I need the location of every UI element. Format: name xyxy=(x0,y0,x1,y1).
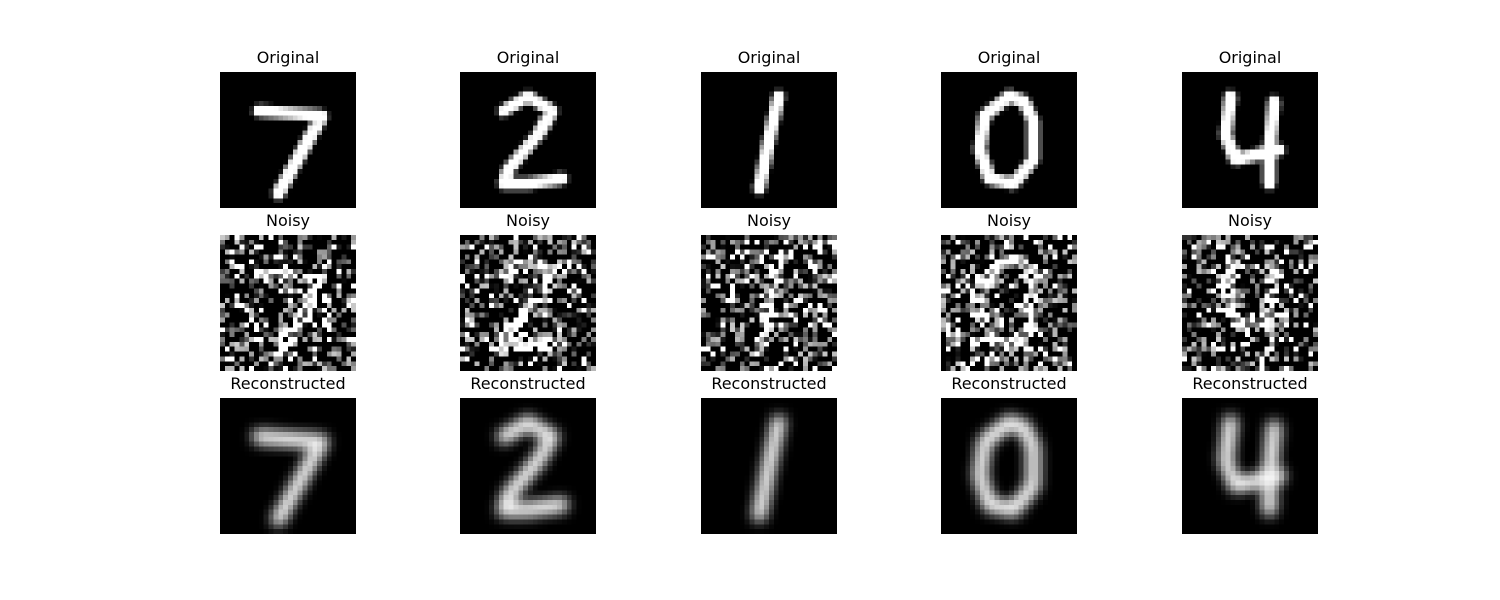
panel-title: Reconstructed xyxy=(711,374,827,393)
panel-title: Reconstructed xyxy=(230,374,346,393)
panel-title: Original xyxy=(737,48,801,67)
reconstructed-digit-0-image xyxy=(941,398,1077,534)
original-digit-4-image xyxy=(1182,72,1318,208)
noisy-digit-7-image xyxy=(220,235,356,371)
noisy-digit-1-image xyxy=(701,235,837,371)
panel-title: Noisy xyxy=(265,211,310,230)
panel-title: Noisy xyxy=(1227,211,1272,230)
original-digit-1-image xyxy=(701,72,837,208)
noisy-digit-4-image xyxy=(1182,235,1318,371)
panel-title: Reconstructed xyxy=(951,374,1067,393)
noisy-digit-2-image xyxy=(460,235,596,371)
reconstructed-digit-4-image xyxy=(1182,398,1318,534)
reconstructed-digit-7-image xyxy=(220,398,356,534)
noisy-digit-0-image xyxy=(941,235,1077,371)
panel-title: Original xyxy=(1218,48,1282,67)
original-digit-2-image xyxy=(460,72,596,208)
panel-title: Reconstructed xyxy=(1192,374,1308,393)
panel-title: Original xyxy=(496,48,560,67)
panel-title: Original xyxy=(256,48,320,67)
panel-title: Noisy xyxy=(986,211,1031,230)
panel-title: Noisy xyxy=(505,211,550,230)
reconstructed-digit-1-image xyxy=(701,398,837,534)
reconstructed-digit-2-image xyxy=(460,398,596,534)
panel-title: Original xyxy=(977,48,1041,67)
panel-title: Reconstructed xyxy=(470,374,586,393)
original-digit-0-image xyxy=(941,72,1077,208)
panel-title: Noisy xyxy=(746,211,791,230)
original-digit-7-image xyxy=(220,72,356,208)
